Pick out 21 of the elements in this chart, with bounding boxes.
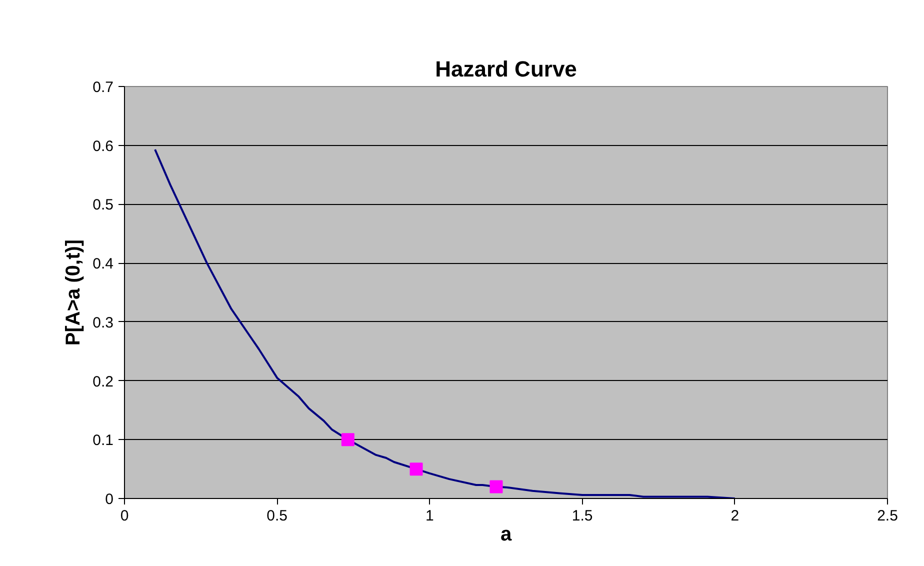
x-tick-label: 0: [120, 508, 129, 524]
y-tick-label: 0: [105, 491, 114, 508]
chart-title: Hazard Curve: [435, 56, 577, 82]
point: [490, 480, 503, 494]
y-tick-label: 0.4: [92, 256, 114, 273]
x-tick-label: 1: [426, 508, 434, 524]
y-tick-label: 0.7: [92, 79, 114, 96]
line-series: [154, 148, 736, 498]
y-tick-label: 0.6: [92, 138, 114, 155]
point: [410, 462, 423, 476]
y-tick-label: 0.2: [92, 373, 114, 390]
x-tick-label: 0.5: [266, 508, 288, 524]
point: [341, 433, 354, 446]
y-axis-title: P[A>a (0,t)]: [62, 239, 85, 346]
y-tick-label: 0.3: [92, 314, 114, 332]
y-tick-label: 0.1: [92, 432, 114, 450]
y-tick-label: 0.5: [92, 196, 114, 214]
x-tick-label: 2.5: [877, 508, 898, 524]
x-tick-label: 1.5: [572, 508, 593, 524]
x-tick-label: 2: [730, 508, 740, 524]
x-axis-title: a: [500, 524, 512, 546]
